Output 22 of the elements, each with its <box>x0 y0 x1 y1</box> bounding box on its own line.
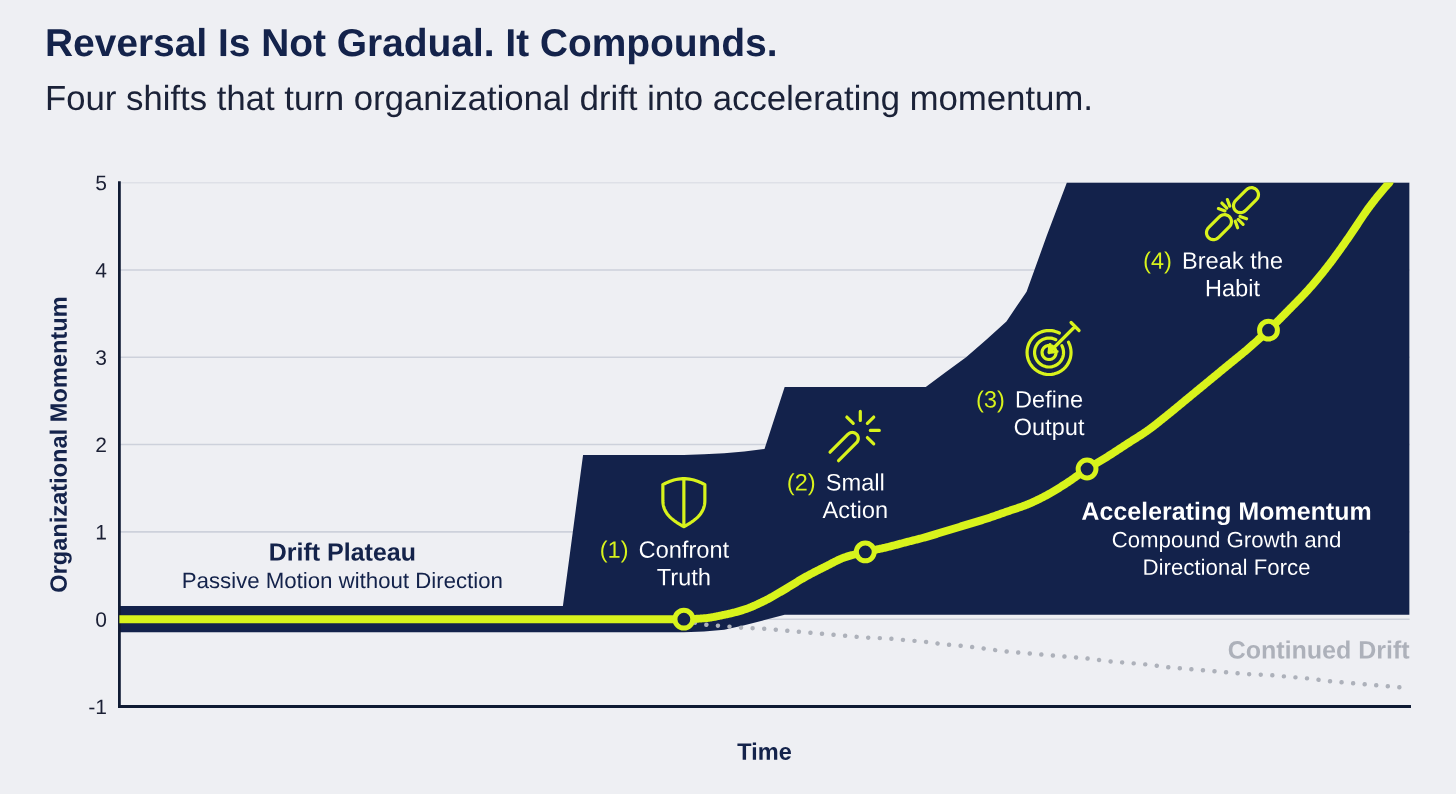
y-tick-label: -1 <box>89 699 106 715</box>
annotation: (2) Small Action <box>788 473 887 519</box>
point <box>853 540 877 564</box>
x-axis-title: Time <box>737 742 792 760</box>
y-tick-label: 1 <box>96 525 106 540</box>
annotation: (1) Confront Truth <box>601 540 729 586</box>
point <box>1075 457 1099 481</box>
point <box>672 607 696 631</box>
series-label: Continued Drift <box>1228 640 1410 659</box>
y-tick-label: 3 <box>96 350 106 365</box>
point <box>1257 318 1280 342</box>
y-axis-title: Organizational Momentum <box>49 297 72 592</box>
annotation: Accelerating Momentum Compound Growth and Directional Force <box>1081 501 1371 576</box>
chart-subtitle: Four shifts that turn organizational drift into accelerating momentum. <box>47 84 1090 118</box>
annotation: Drift Plateau Passive Motion without Direction <box>183 542 502 589</box>
y-tick-label: 0 <box>96 612 107 627</box>
annotation: (4) Break the Habit <box>1144 251 1282 297</box>
y-tick-label: 5 <box>96 175 107 191</box>
annotation: (3) Define Output <box>977 390 1085 440</box>
y-tick-label: 2 <box>96 437 106 453</box>
chart-title: Reversal Is Not Gradual. It Compounds. <box>47 27 775 65</box>
y-tick-label: 4 <box>95 263 107 278</box>
